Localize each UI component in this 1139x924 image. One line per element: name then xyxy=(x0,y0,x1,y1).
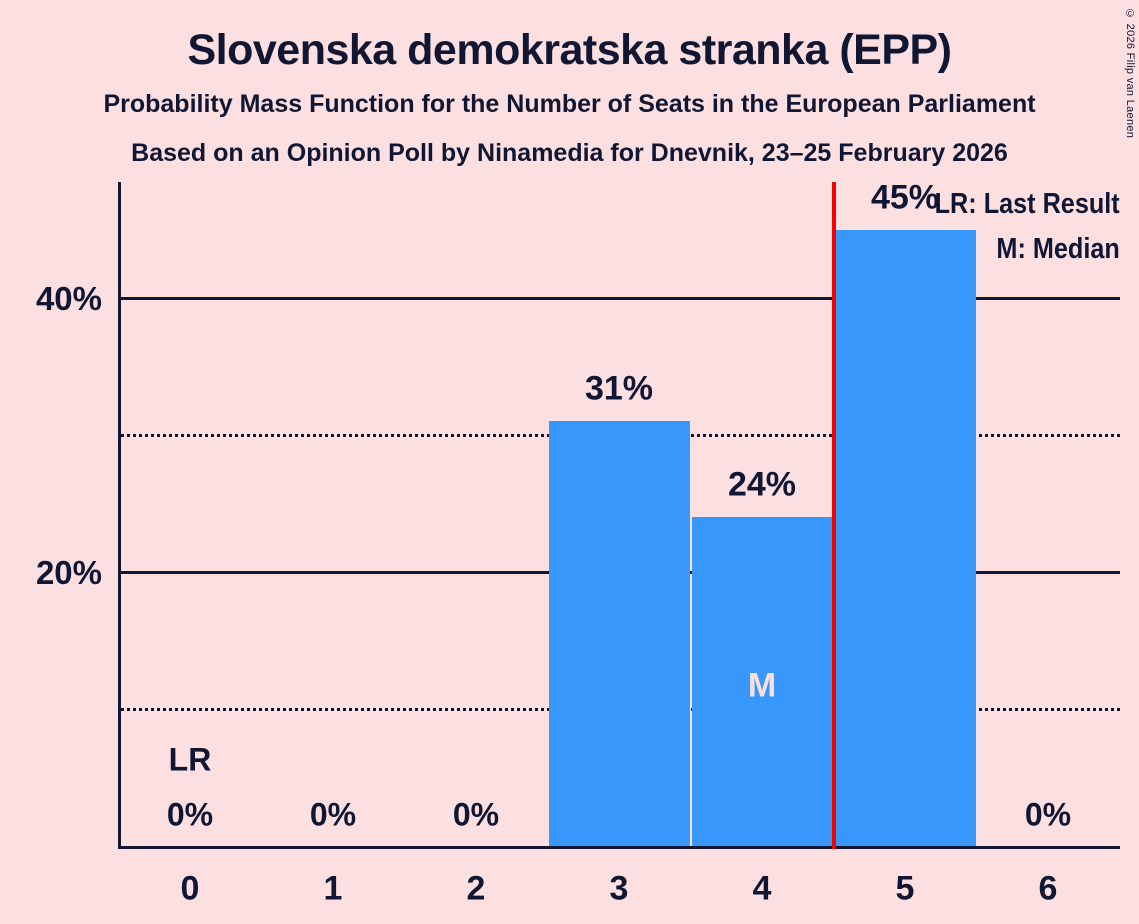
x-axis-label: 4 xyxy=(752,869,772,908)
bar-value-label: 0% xyxy=(452,796,500,833)
bar-value-label: 24% xyxy=(727,465,797,504)
bar-seats-3 xyxy=(548,421,690,848)
x-axis-label: 5 xyxy=(895,869,915,908)
bar-value-label: 0% xyxy=(1024,796,1072,833)
bar-value-label: 45% xyxy=(870,178,940,216)
copyright-notice: © 2026 Filip van Laenen xyxy=(1124,8,1136,139)
gridline-40pct xyxy=(121,296,1120,300)
last-result-label: LR xyxy=(168,741,212,778)
y-axis-tick-label: 20% xyxy=(35,554,102,591)
x-axis-label: 0 xyxy=(180,869,200,908)
x-axis-label: 2 xyxy=(466,869,486,908)
last-result-line xyxy=(831,182,836,849)
bar-value-label: 0% xyxy=(166,796,214,833)
y-axis-line xyxy=(118,182,121,849)
x-axis-line xyxy=(118,846,1120,849)
chart-source-line: Based on an Opinion Poll by Ninamedia fo… xyxy=(131,139,1008,167)
y-axis-tick-label: 40% xyxy=(35,280,102,317)
bar-value-label: 0% xyxy=(309,796,357,833)
chart-title: Slovenska demokratska stranka (EPP) xyxy=(187,26,952,74)
x-axis-label: 6 xyxy=(1038,869,1058,908)
chart-subtitle: Probability Mass Function for the Number… xyxy=(103,90,1036,118)
legend-last-result: LR: Last Result xyxy=(934,188,1120,220)
median-marker: M xyxy=(747,666,777,705)
bar-seats-4 xyxy=(691,517,833,848)
x-axis-label: 3 xyxy=(609,869,629,908)
legend-median: M: Median xyxy=(996,233,1120,265)
x-axis-label: 1 xyxy=(323,869,343,908)
bar-value-label: 31% xyxy=(584,369,654,408)
bar-seats-5 xyxy=(834,229,976,848)
